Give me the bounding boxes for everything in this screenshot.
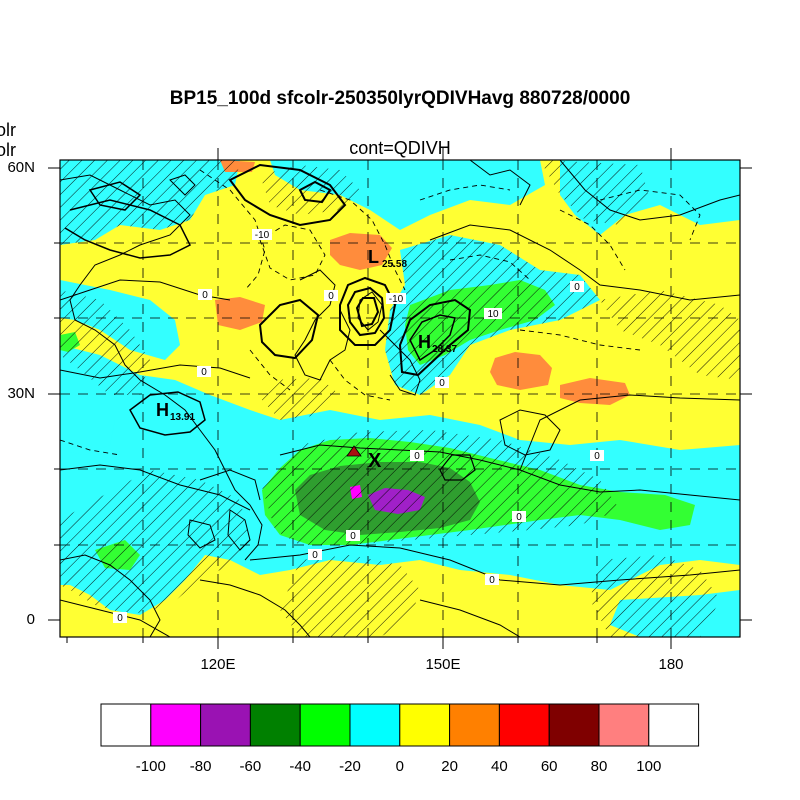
- svg-text:10: 10: [487, 309, 499, 320]
- map-frame: [59, 159, 741, 638]
- contour-label: 0: [198, 289, 212, 301]
- colorbar-box: [648, 703, 700, 747]
- colorbar-tick-label: 100: [636, 758, 662, 775]
- colorbar-box: [598, 703, 650, 747]
- contour-label: -10: [252, 229, 272, 241]
- lon-label-180: 180: [658, 656, 684, 673]
- lat-label-30n: 30N: [7, 385, 35, 402]
- svg-text:0: 0: [117, 613, 123, 624]
- lat-lon-grid: [60, 160, 740, 637]
- pressure-centers: L 25.58 H 28.37 H 13.91 X: [156, 247, 457, 472]
- svg-text:0: 0: [414, 451, 420, 462]
- triangle-marker-icon: [346, 445, 362, 457]
- coastlines: [60, 160, 531, 637]
- svg-text:0: 0: [312, 550, 318, 561]
- high-west-value: 13.91: [170, 412, 195, 423]
- contour-value-labels: 0 0 0 0 0 0 0 0 0 0 0 0 -10 -10 10: [113, 229, 604, 624]
- colorbar-tick-label: 80: [590, 758, 608, 775]
- contour-lines-negative: [60, 169, 701, 456]
- colorbar-box: [249, 703, 301, 747]
- contour-label: 0: [197, 366, 211, 378]
- svg-text:-10: -10: [389, 294, 404, 305]
- colorbar-tick-label: 20: [441, 758, 458, 775]
- lat-label-0: 0: [26, 611, 35, 628]
- colorbar-box: [299, 703, 351, 747]
- contour-label: 10: [484, 308, 502, 320]
- map-panel: 0 0 0 0 0 0 0 0 0 0 0 0 -10 -10 10 L 25.…: [60, 160, 740, 637]
- colorbar-tick-label: 60: [540, 758, 558, 775]
- contour-label: 0: [590, 450, 604, 462]
- svg-text:0: 0: [201, 367, 207, 378]
- low-center-value: 25.58: [382, 259, 407, 270]
- contour-label: 0: [346, 530, 360, 542]
- colorbar-tick-label: -60: [239, 758, 262, 775]
- colorbar-tick-label: 40: [491, 758, 508, 775]
- contour-label: 0: [570, 281, 584, 293]
- colorbar-box: [449, 703, 500, 747]
- svg-text:0: 0: [328, 291, 334, 302]
- svg-text:0: 0: [202, 290, 208, 301]
- contour-label: 0: [512, 511, 526, 523]
- colorbar-box: [498, 703, 550, 747]
- lon-label-150e: 150E: [425, 656, 461, 673]
- svg-text:0: 0: [439, 378, 445, 389]
- contour-subtitle: cont=QDIVH: [349, 138, 451, 158]
- colorbar-box: [349, 703, 401, 747]
- colorbar-tick-label: -40: [289, 758, 312, 775]
- contour-label: 0: [410, 450, 424, 462]
- low-center-letter: L: [368, 247, 379, 267]
- colorbar-tick-label: -20: [339, 758, 361, 775]
- contour-label: 0: [324, 290, 338, 302]
- high-west-letter: H: [156, 400, 169, 420]
- contour-label: 0: [308, 549, 322, 561]
- colorbar-tick-label: -80: [189, 758, 212, 775]
- svg-text:0: 0: [594, 451, 600, 462]
- clipped-left-label: olr: [0, 140, 17, 160]
- svg-text:0: 0: [489, 575, 495, 586]
- colorbar-box: [100, 703, 152, 747]
- svg-text:0: 0: [574, 282, 580, 293]
- contour-lines: [60, 160, 740, 637]
- colorbar-box: [150, 703, 202, 747]
- contour-label: 0: [113, 612, 127, 624]
- high-center-letter: H: [418, 332, 431, 352]
- contour-label: -10: [386, 293, 406, 305]
- x-marker: X: [368, 450, 382, 472]
- contour-label: 0: [435, 377, 449, 389]
- colorbar-box: [548, 703, 600, 747]
- axis-ticks: [48, 148, 752, 649]
- lat-label-60n: 60N: [7, 159, 35, 176]
- contour-label: 0: [485, 574, 499, 586]
- clipped-left-label: olr: [0, 120, 17, 140]
- lon-label-120e: 120E: [200, 656, 236, 673]
- colorbar-box: [200, 703, 251, 747]
- svg-text:0: 0: [350, 531, 356, 542]
- colorbar-tick-label: -100: [135, 758, 166, 775]
- colorbar-box: [399, 703, 451, 747]
- svg-text:0: 0: [516, 512, 522, 523]
- figure-title: BP15_100d sfcolr-250350lyrQDIVHavg 88072…: [169, 88, 631, 109]
- colorbar: [100, 703, 700, 747]
- high-center-value: 28.37: [432, 344, 457, 355]
- colorbar-tick-label: 0: [395, 758, 404, 775]
- svg-text:-10: -10: [255, 230, 270, 241]
